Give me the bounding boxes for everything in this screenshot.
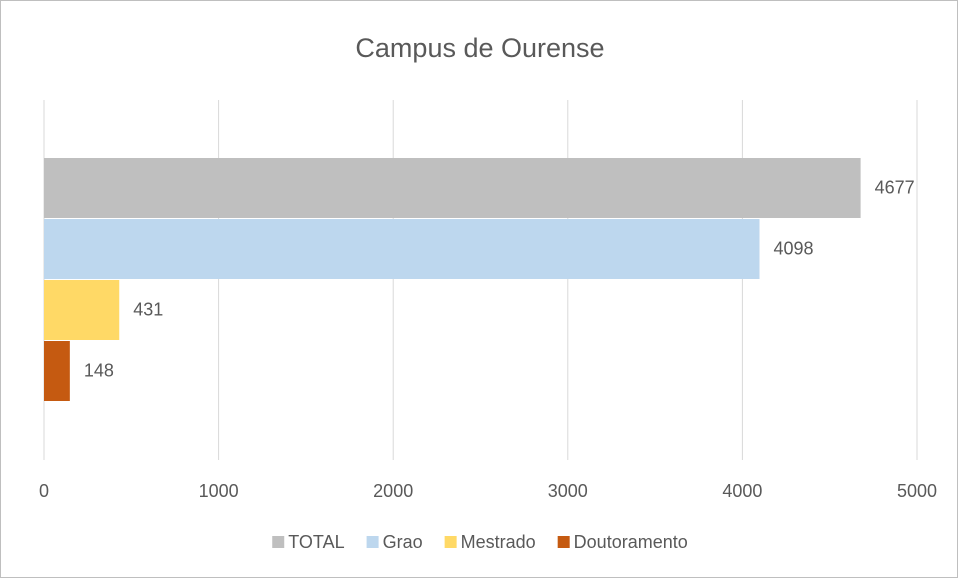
bar [44, 158, 861, 218]
legend-swatch [272, 536, 285, 548]
legend-label: TOTAL [288, 532, 344, 552]
x-tick-label: 5000 [897, 481, 937, 501]
bar [44, 341, 70, 401]
legend-label: Doutoramento [574, 532, 688, 552]
x-tick-label: 1000 [199, 481, 239, 501]
data-label: 431 [133, 299, 163, 319]
x-tick-label: 2000 [373, 481, 413, 501]
bar [44, 219, 760, 279]
data-label: 148 [84, 360, 114, 380]
x-tick-label: 3000 [548, 481, 588, 501]
chart-title: Campus de Ourense [355, 33, 604, 63]
x-tick-label: 0 [39, 481, 49, 501]
legend-label: Grao [383, 532, 423, 552]
data-label: 4677 [875, 177, 915, 197]
legend-swatch [557, 536, 570, 548]
x-tick-label: 4000 [722, 481, 762, 501]
legend-swatch [444, 536, 457, 548]
legend-swatch [366, 536, 379, 548]
data-label: 4098 [774, 238, 814, 258]
legend-label: Mestrado [461, 532, 536, 552]
bar [44, 280, 120, 340]
